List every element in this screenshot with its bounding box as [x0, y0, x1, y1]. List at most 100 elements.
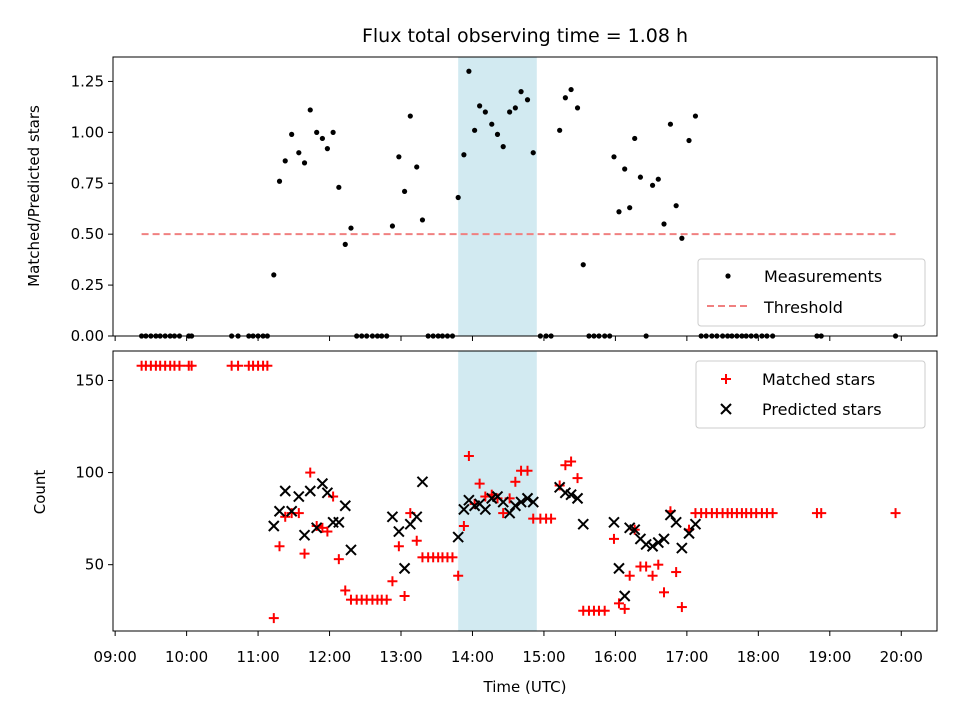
predicted-star-point [658, 533, 670, 545]
predicted-star-point [386, 511, 399, 523]
matched-star-point [174, 360, 185, 371]
predicted-star-point [293, 490, 305, 503]
predicted-star-point [571, 492, 584, 505]
measurement-point [414, 164, 420, 170]
bottom-legend: Matched stars Predicted stars [695, 360, 926, 429]
matched-star-point [399, 591, 410, 601]
predicted-star-point [416, 476, 429, 488]
predicted-star-point [646, 540, 659, 552]
chart-title: Flux total observing time = 1.08 h [362, 25, 688, 47]
measurement-point [296, 150, 302, 156]
matched-star-point [463, 451, 474, 461]
matched-star-point [274, 541, 285, 552]
bottom-y-tick-label: 50 [85, 556, 104, 574]
predicted-star-point [393, 525, 405, 538]
top-y-tick-label: 1.00 [71, 123, 104, 141]
measurement-point [276, 178, 283, 184]
matched-star-point [613, 598, 624, 609]
measurement-point [627, 205, 633, 211]
predicted-star-point [509, 500, 522, 512]
measurement-point [616, 209, 622, 215]
measurement-point [574, 105, 581, 111]
matched-star-point [608, 533, 619, 544]
predicted-star-point [527, 496, 539, 508]
measurement-point [419, 217, 426, 223]
predicted-star-point [503, 507, 516, 519]
measurement-point [330, 129, 336, 135]
x-tick-label: 17:00 [665, 648, 708, 666]
measurement-point [324, 146, 330, 152]
predicted-star-point [628, 523, 641, 536]
measurement-point [692, 113, 699, 119]
predicted-star-point [304, 485, 316, 497]
matched-star-point [624, 570, 635, 581]
measurement-point [461, 152, 467, 158]
bottom-legend-frame [695, 360, 926, 429]
measurement-point [477, 103, 483, 109]
measurement-point [507, 109, 513, 115]
predicted-star-point [640, 538, 652, 551]
measurement-point [562, 95, 568, 101]
x-tick-label: 12:00 [308, 648, 351, 666]
predicted-star-point [273, 505, 286, 517]
predicted-star-point [298, 529, 311, 541]
x-tick-label: 11:00 [236, 648, 279, 666]
measurement-point [649, 182, 656, 188]
predicted-star-point [652, 536, 664, 549]
matched-star-point [560, 460, 571, 471]
matched-star-point [299, 548, 310, 559]
measurement-point [673, 203, 679, 209]
measurement-point [396, 154, 402, 160]
top-y-tick-label: 1.25 [71, 72, 104, 90]
measurement-point [686, 137, 692, 144]
predicted-star-point [316, 477, 329, 490]
predicted-star-point [521, 492, 534, 505]
predicted-star-point [683, 527, 695, 540]
matched-star-point [262, 360, 273, 371]
measurement-point [472, 127, 478, 133]
x-tick-label: 10:00 [165, 648, 208, 666]
measurement-point [494, 131, 501, 137]
legend-matched-label: Matched stars [762, 370, 875, 389]
measurement-point [301, 160, 308, 166]
bottom-panel: 50 100 150 09:00 10:00 11:00 12:00 13:00 14:00 1… [31, 350, 938, 696]
top-y-tick-label: 0.50 [71, 225, 104, 243]
predicted-star-point [398, 562, 411, 575]
predicted-star-point [515, 496, 527, 508]
matched-star-point [458, 521, 469, 531]
x-tick-label: 18:00 [737, 648, 780, 666]
matched-star-point [546, 513, 557, 524]
measurement-point [307, 107, 313, 113]
top-legend-frame [697, 258, 926, 327]
x-tick-label: 14:00 [451, 648, 494, 666]
matched-star-point [387, 576, 398, 587]
measurement-point [407, 113, 413, 119]
measurement-point [622, 166, 628, 172]
predicted-star-point [339, 500, 351, 512]
measurement-point [314, 129, 320, 135]
x-tick-label: 20:00 [880, 648, 923, 666]
matched-star-point [453, 570, 464, 581]
matched-star-point [233, 360, 244, 371]
matched-star-point [474, 478, 485, 489]
measurement-point [466, 68, 472, 74]
matched-star-point [268, 613, 279, 624]
matched-star-point [393, 541, 404, 552]
top-highlight-span [458, 57, 537, 336]
measurement-point [500, 144, 506, 150]
predicted-star-point [608, 516, 620, 529]
matched-star-point [447, 552, 458, 563]
x-tick-label: 15:00 [522, 648, 565, 666]
x-tick-label: 16:00 [594, 648, 637, 666]
measurement-point [336, 184, 342, 190]
matched-star-point [572, 473, 583, 484]
measurement-point [530, 150, 536, 156]
matched-star-point [411, 535, 422, 546]
matched-star-point [317, 522, 328, 533]
top-y-tick-label: 0.00 [71, 327, 104, 345]
predicted-star-point [577, 518, 589, 530]
x-tick-label: 09:00 [94, 648, 137, 666]
measurement-point [524, 97, 531, 103]
measurement-point [655, 176, 661, 182]
